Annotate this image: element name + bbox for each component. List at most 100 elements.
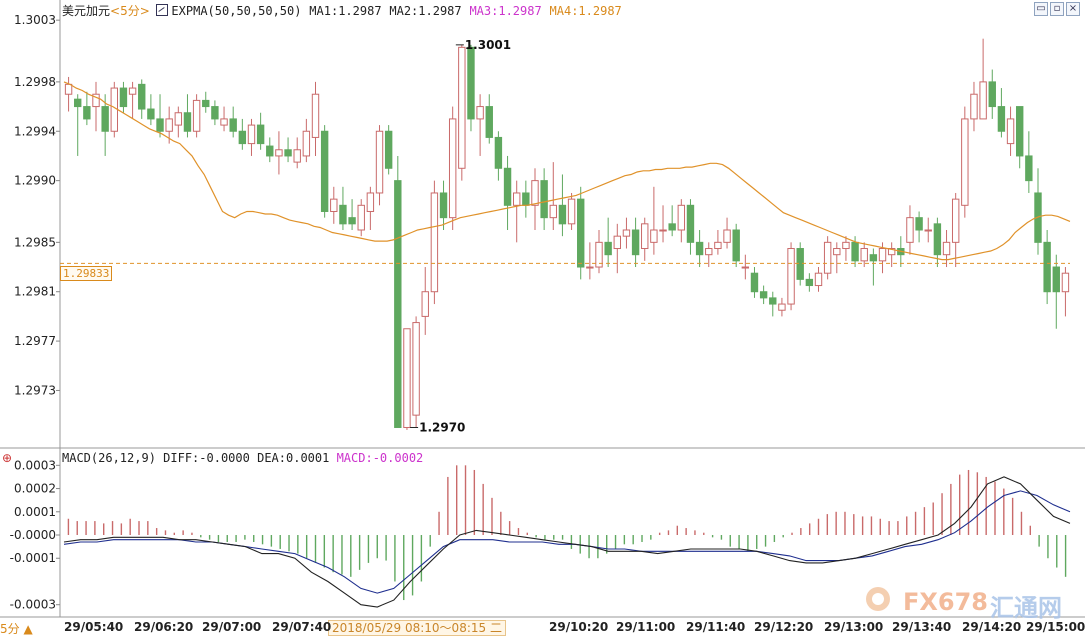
- candle-body: [531, 180, 539, 206]
- candle-body: [878, 248, 887, 262]
- candle-body: [942, 241, 951, 256]
- candle-body: [906, 217, 914, 243]
- period-label[interactable]: <5分>: [110, 4, 150, 18]
- period-button[interactable]: 5分 ▲: [0, 622, 33, 636]
- candle-body: [512, 192, 521, 206]
- ma2-label: MA2:1.2987: [389, 4, 462, 18]
- candle-body: [961, 118, 969, 206]
- candle-body: [174, 112, 183, 126]
- candle-body: [220, 118, 228, 126]
- candle-body: [750, 272, 759, 293]
- y-tick-label: 1.2990: [14, 174, 56, 188]
- candle-body: [695, 241, 704, 256]
- candle-body: [650, 229, 658, 243]
- diff-label: DIFF:-0.0000: [163, 451, 250, 465]
- candle-body: [540, 180, 548, 219]
- candle-body: [668, 223, 676, 231]
- x-tick-label: 29/14:20: [962, 620, 1022, 634]
- macd-y-tick-label: 0.0002: [14, 482, 56, 496]
- candle-body: [302, 130, 311, 157]
- chart-type-icon[interactable]: [155, 4, 168, 16]
- candle-body: [522, 192, 530, 206]
- x-tick-label: 29/06:20: [134, 620, 194, 634]
- diff-line: [63, 476, 1071, 608]
- x-tick-label: 29/11:40: [686, 620, 746, 634]
- last-price-badge: 1.29833: [60, 266, 113, 281]
- candle-body: [613, 235, 622, 250]
- candle-body: [1025, 155, 1033, 182]
- y-tick-label: 1.2985: [14, 235, 56, 249]
- ma4-label: MA4:1.2987: [549, 4, 622, 18]
- candle-body: [631, 229, 640, 256]
- candle-body: [851, 241, 859, 262]
- y-tick-label: 1.2981: [14, 285, 56, 299]
- candle-body: [988, 81, 996, 108]
- candle-body: [375, 130, 384, 194]
- candle-body: [192, 99, 201, 132]
- y-tick-label: 1.2994: [14, 124, 56, 138]
- x-tick-label: 29/10:20: [549, 620, 609, 634]
- candle-body: [577, 198, 585, 268]
- candle-body: [887, 248, 896, 256]
- x-tick-label: 29/13:00: [824, 620, 884, 634]
- restore-icon[interactable]: ▫: [1050, 2, 1064, 16]
- expma-label: EXPMA(50,50,50,50): [171, 4, 302, 18]
- candle-body: [64, 83, 73, 95]
- cursor-date-label: 2018/05/29 08:10～08:15 二: [328, 620, 506, 636]
- y-tick-label: 1.2998: [14, 75, 56, 89]
- candle-body: [778, 303, 786, 311]
- candle-body: [604, 241, 612, 256]
- candle-body: [915, 217, 923, 231]
- macd-params-label: MACD(26,12,9): [62, 451, 156, 465]
- candle-body: [1006, 118, 1015, 145]
- candle-body: [92, 93, 100, 108]
- macd-y-tick-label: 0.0003: [14, 458, 56, 472]
- candle-body: [384, 130, 393, 169]
- macd-y-tick-label: 0.0001: [14, 505, 56, 519]
- macd-y-tick-label: -0.0001: [10, 551, 56, 565]
- candle-body: [119, 87, 128, 108]
- candle-body: [165, 118, 173, 132]
- ma3-label: MA3:1.2987: [469, 4, 542, 18]
- candle-body: [101, 106, 109, 132]
- candle-body: [403, 328, 411, 428]
- candle-body: [641, 223, 649, 250]
- candle-body: [110, 87, 119, 132]
- candle-body: [759, 291, 768, 299]
- candle-body: [430, 192, 439, 293]
- candle-body: [138, 83, 146, 110]
- candle-body: [677, 204, 686, 231]
- high-annotation: 1.3001: [465, 38, 511, 52]
- x-tick-label: 29/05:40: [64, 620, 124, 634]
- candle-body: [796, 248, 804, 280]
- x-tick-label: 29/11:00: [616, 620, 676, 634]
- crosshair-icon[interactable]: ⊕: [2, 451, 13, 465]
- y-tick-label: 1.2977: [14, 334, 56, 348]
- candle-body: [842, 241, 850, 250]
- candle-body: [705, 248, 713, 256]
- x-tick-label: 29/07:00: [202, 620, 262, 634]
- candle-body: [211, 106, 219, 120]
- candle-body: [311, 93, 320, 138]
- candle-body: [1043, 241, 1051, 293]
- candle-body: [933, 223, 942, 256]
- minimize-icon[interactable]: ▭: [1034, 2, 1048, 16]
- macd-histogram: [67, 465, 1067, 601]
- close-icon[interactable]: ×: [1066, 2, 1080, 16]
- candle-body: [320, 130, 329, 212]
- candle-body: [1061, 272, 1070, 293]
- candle-body: [229, 118, 237, 132]
- candle-body: [823, 241, 832, 274]
- candle-body: [741, 266, 750, 269]
- expma-line: [63, 81, 1071, 261]
- candle-body: [549, 204, 557, 219]
- candle-body: [394, 180, 402, 428]
- candle-body: [769, 297, 777, 305]
- candle-body: [266, 145, 274, 157]
- candle-body: [567, 198, 576, 225]
- candle-body: [970, 93, 978, 120]
- candle-body: [494, 136, 503, 169]
- fx678-logo-icon: [866, 587, 890, 611]
- candle-body: [723, 229, 731, 243]
